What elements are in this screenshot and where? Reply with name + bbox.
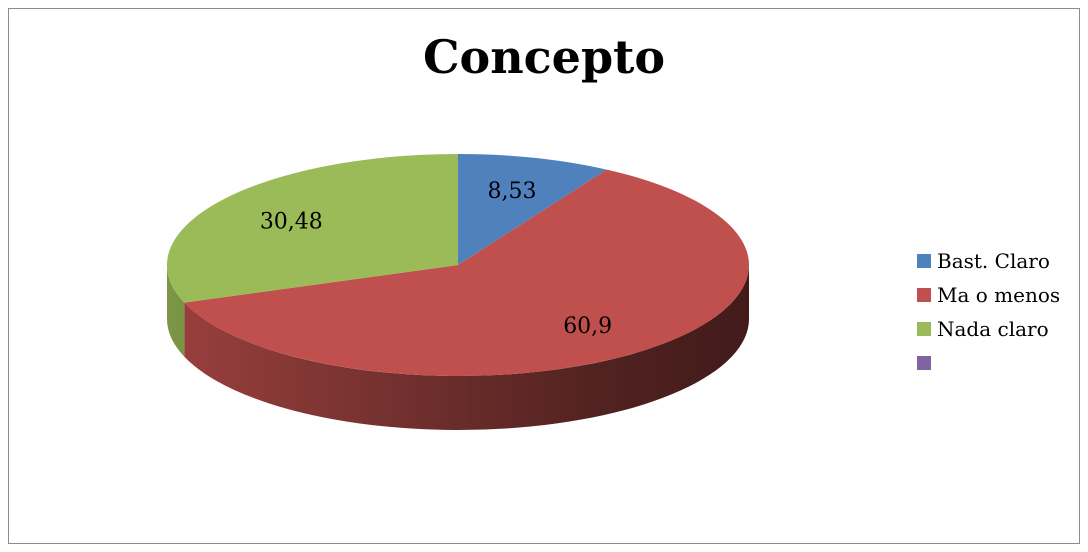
legend-item-bast-claro: Bast. Claro bbox=[917, 244, 1060, 278]
legend-swatch-bast-claro bbox=[917, 254, 931, 268]
legend-label-ma-o-menos: Ma o menos bbox=[937, 283, 1061, 307]
legend-item-nada-claro: Nada claro bbox=[917, 312, 1060, 346]
legend-item-unnamed bbox=[917, 346, 1060, 380]
pie-sides bbox=[167, 265, 750, 431]
pie-slice-ma-o-menos bbox=[184, 169, 750, 376]
data-label-nada-claro: 30,48 bbox=[260, 209, 323, 234]
data-label-ma-o-menos: 60,9 bbox=[563, 314, 612, 339]
legend-swatch-ma-o-menos bbox=[917, 288, 931, 302]
pie-slice-nada-claro bbox=[167, 154, 458, 303]
legend-label-nada-claro: Nada claro bbox=[937, 317, 1049, 341]
legend-item-ma-o-menos: Ma o menos bbox=[917, 278, 1060, 312]
legend-swatch-nada-claro bbox=[917, 322, 931, 336]
pie-side-ma-o-menos bbox=[184, 265, 750, 431]
pie-tops bbox=[167, 154, 750, 376]
chart-title: Concepto bbox=[422, 30, 666, 84]
pie-side-nada-claro bbox=[167, 265, 185, 357]
legend: Bast. Claro Ma o menos Nada claro bbox=[917, 244, 1060, 380]
legend-label-bast-claro: Bast. Claro bbox=[937, 249, 1050, 273]
pie-labels: 8,53 60,9 30,48 bbox=[260, 179, 612, 339]
data-label-bast-claro: 8,53 bbox=[487, 179, 536, 204]
pie-slice-bast-claro bbox=[458, 154, 607, 265]
legend-swatch-unnamed bbox=[917, 356, 931, 370]
